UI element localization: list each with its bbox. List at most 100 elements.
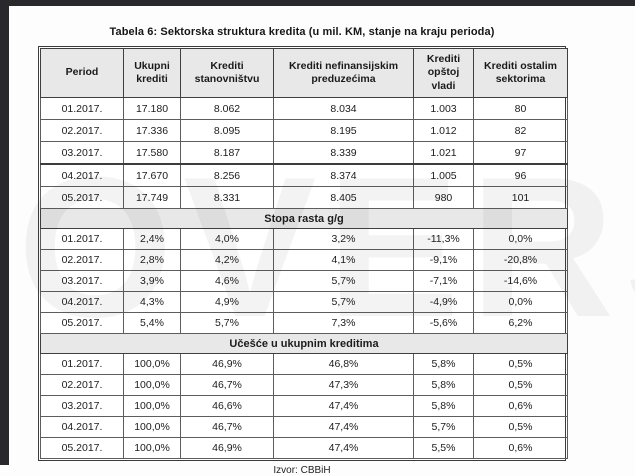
value-cell: 17.749 (123, 186, 181, 209)
table-title: Tabela 6: Sektorska struktura kredita (u… (109, 26, 495, 38)
value-cell: 46,9% (180, 353, 274, 375)
period-cell: 02.2017. (40, 119, 124, 142)
value-cell: -5,6% (413, 312, 474, 334)
column-header-period: Period (40, 48, 124, 98)
value-cell: 17.580 (123, 141, 181, 165)
value-cell: 8.187 (180, 141, 274, 165)
table-region: Tabela 6: Sektorska struktura kredita (u… (38, 26, 568, 476)
value-cell: 8.339 (273, 141, 414, 165)
value-cell: 101 (473, 186, 568, 209)
value-cell: 0,5% (473, 416, 568, 438)
value-cell: 100,0% (123, 437, 181, 459)
value-cell: -4,9% (413, 291, 474, 313)
value-cell: 2,8% (123, 249, 181, 271)
value-cell: 46,6% (180, 395, 274, 417)
table-row: 03.2017. 17.580 8.187 8.339 1.021 97 (40, 141, 568, 165)
value-cell: 4,3% (123, 291, 181, 313)
value-cell: 5,5% (413, 437, 474, 459)
table-row: 04.2017. 100,0% 46,7% 47,4% 5,7% 0,5% (40, 416, 568, 438)
value-cell: 5,8% (413, 353, 474, 375)
value-cell: 8.374 (273, 163, 414, 187)
section-header-label: Stopa rasta g/g (40, 208, 568, 229)
value-cell: 100,0% (123, 395, 181, 417)
value-cell: 100,0% (123, 374, 181, 396)
value-cell: 8.062 (180, 97, 274, 120)
value-cell: 4,0% (180, 228, 274, 250)
column-header-nefinansijskim: Krediti nefinansijskim preduzećima (273, 48, 414, 98)
value-cell: 8.095 (180, 119, 274, 142)
period-cell: 02.2017. (40, 249, 124, 271)
section-header-row: Stopa rasta g/g (40, 208, 568, 229)
table-row: 01.2017. 2,4% 4,0% 3,2% -11,3% 0,0% (40, 228, 568, 250)
period-cell: 04.2017. (40, 291, 124, 313)
source-note: Izvor: CBBiH (273, 465, 331, 476)
table-row: 05.2017. 17.749 8.331 8.405 980 101 (40, 186, 568, 209)
period-cell: 03.2017. (40, 395, 124, 417)
table-row: 03.2017. 3,9% 4,6% 5,7% -7,1% -14,6% (40, 270, 568, 292)
value-cell: -11,3% (413, 228, 474, 250)
value-cell: 1.012 (413, 119, 474, 142)
value-cell: 100,0% (123, 353, 181, 375)
value-cell: 5,8% (413, 374, 474, 396)
scan-frame-top (0, 0, 635, 6)
column-header-ukupni: Ukupni krediti (123, 48, 181, 98)
column-header-ostalim: Krediti ostalim sektorima (473, 48, 568, 98)
value-cell: 8.405 (273, 186, 414, 209)
table-row: 04.2017. 17.670 8.256 8.374 1.005 96 (40, 163, 568, 187)
value-cell: 0,6% (473, 437, 568, 459)
section-header-row: Učešće u ukupnim kreditima (40, 333, 568, 354)
credit-structure-table: Period Ukupni krediti Krediti stanovništ… (40, 48, 568, 459)
value-cell: 47,4% (273, 416, 414, 438)
period-cell: 04.2017. (40, 163, 124, 187)
value-cell: 0,0% (473, 291, 568, 313)
value-cell: 6,2% (473, 312, 568, 334)
value-cell: 4,1% (273, 249, 414, 271)
value-cell: 8.195 (273, 119, 414, 142)
value-cell: 80 (473, 97, 568, 120)
value-cell: 47,4% (273, 395, 414, 417)
value-cell: 1.003 (413, 97, 474, 120)
period-cell: 01.2017. (40, 228, 124, 250)
table-row: 04.2017. 4,3% 4,9% 5,7% -4,9% 0,0% (40, 291, 568, 313)
value-cell: 7,3% (273, 312, 414, 334)
value-cell: 5,7% (413, 416, 474, 438)
period-cell: 05.2017. (40, 312, 124, 334)
column-header-vladi: Krediti opštoj vladi (413, 48, 474, 98)
value-cell: 3,9% (123, 270, 181, 292)
period-cell: 02.2017. (40, 374, 124, 396)
value-cell: 46,7% (180, 374, 274, 396)
value-cell: -9,1% (413, 249, 474, 271)
period-cell: 03.2017. (40, 141, 124, 165)
value-cell: 46,9% (180, 437, 274, 459)
value-cell: 2,4% (123, 228, 181, 250)
period-cell: 01.2017. (40, 353, 124, 375)
value-cell: 1.005 (413, 163, 474, 187)
scan-frame-left (0, 0, 9, 465)
table-row: 02.2017. 100,0% 46,7% 47,3% 5,8% 0,5% (40, 374, 568, 396)
value-cell: 0,6% (473, 395, 568, 417)
value-cell: 82 (473, 119, 568, 142)
value-cell: 47,4% (273, 437, 414, 459)
table-row: 05.2017. 5,4% 5,7% 7,3% -5,6% 6,2% (40, 312, 568, 334)
value-cell: 4,6% (180, 270, 274, 292)
table-row: 02.2017. 2,8% 4,2% 4,1% -9,1% -20,8% (40, 249, 568, 271)
value-cell: 4,9% (180, 291, 274, 313)
value-cell: 17.336 (123, 119, 181, 142)
value-cell: 47,3% (273, 374, 414, 396)
table-row: 01.2017. 100,0% 46,9% 46,8% 5,8% 0,5% (40, 353, 568, 375)
value-cell: 5,8% (413, 395, 474, 417)
value-cell: 5,7% (180, 312, 274, 334)
column-header-stanovnistvu: Krediti stanovništvu (180, 48, 274, 98)
value-cell: 0,5% (473, 374, 568, 396)
value-cell: 8.331 (180, 186, 274, 209)
table-row: 03.2017. 100,0% 46,6% 47,4% 5,8% 0,6% (40, 395, 568, 417)
value-cell: -7,1% (413, 270, 474, 292)
period-cell: 05.2017. (40, 186, 124, 209)
value-cell: 17.670 (123, 163, 181, 187)
period-cell: 03.2017. (40, 270, 124, 292)
value-cell: 5,4% (123, 312, 181, 334)
value-cell: 5,7% (273, 270, 414, 292)
value-cell: 0,0% (473, 228, 568, 250)
value-cell: 0,5% (473, 353, 568, 375)
